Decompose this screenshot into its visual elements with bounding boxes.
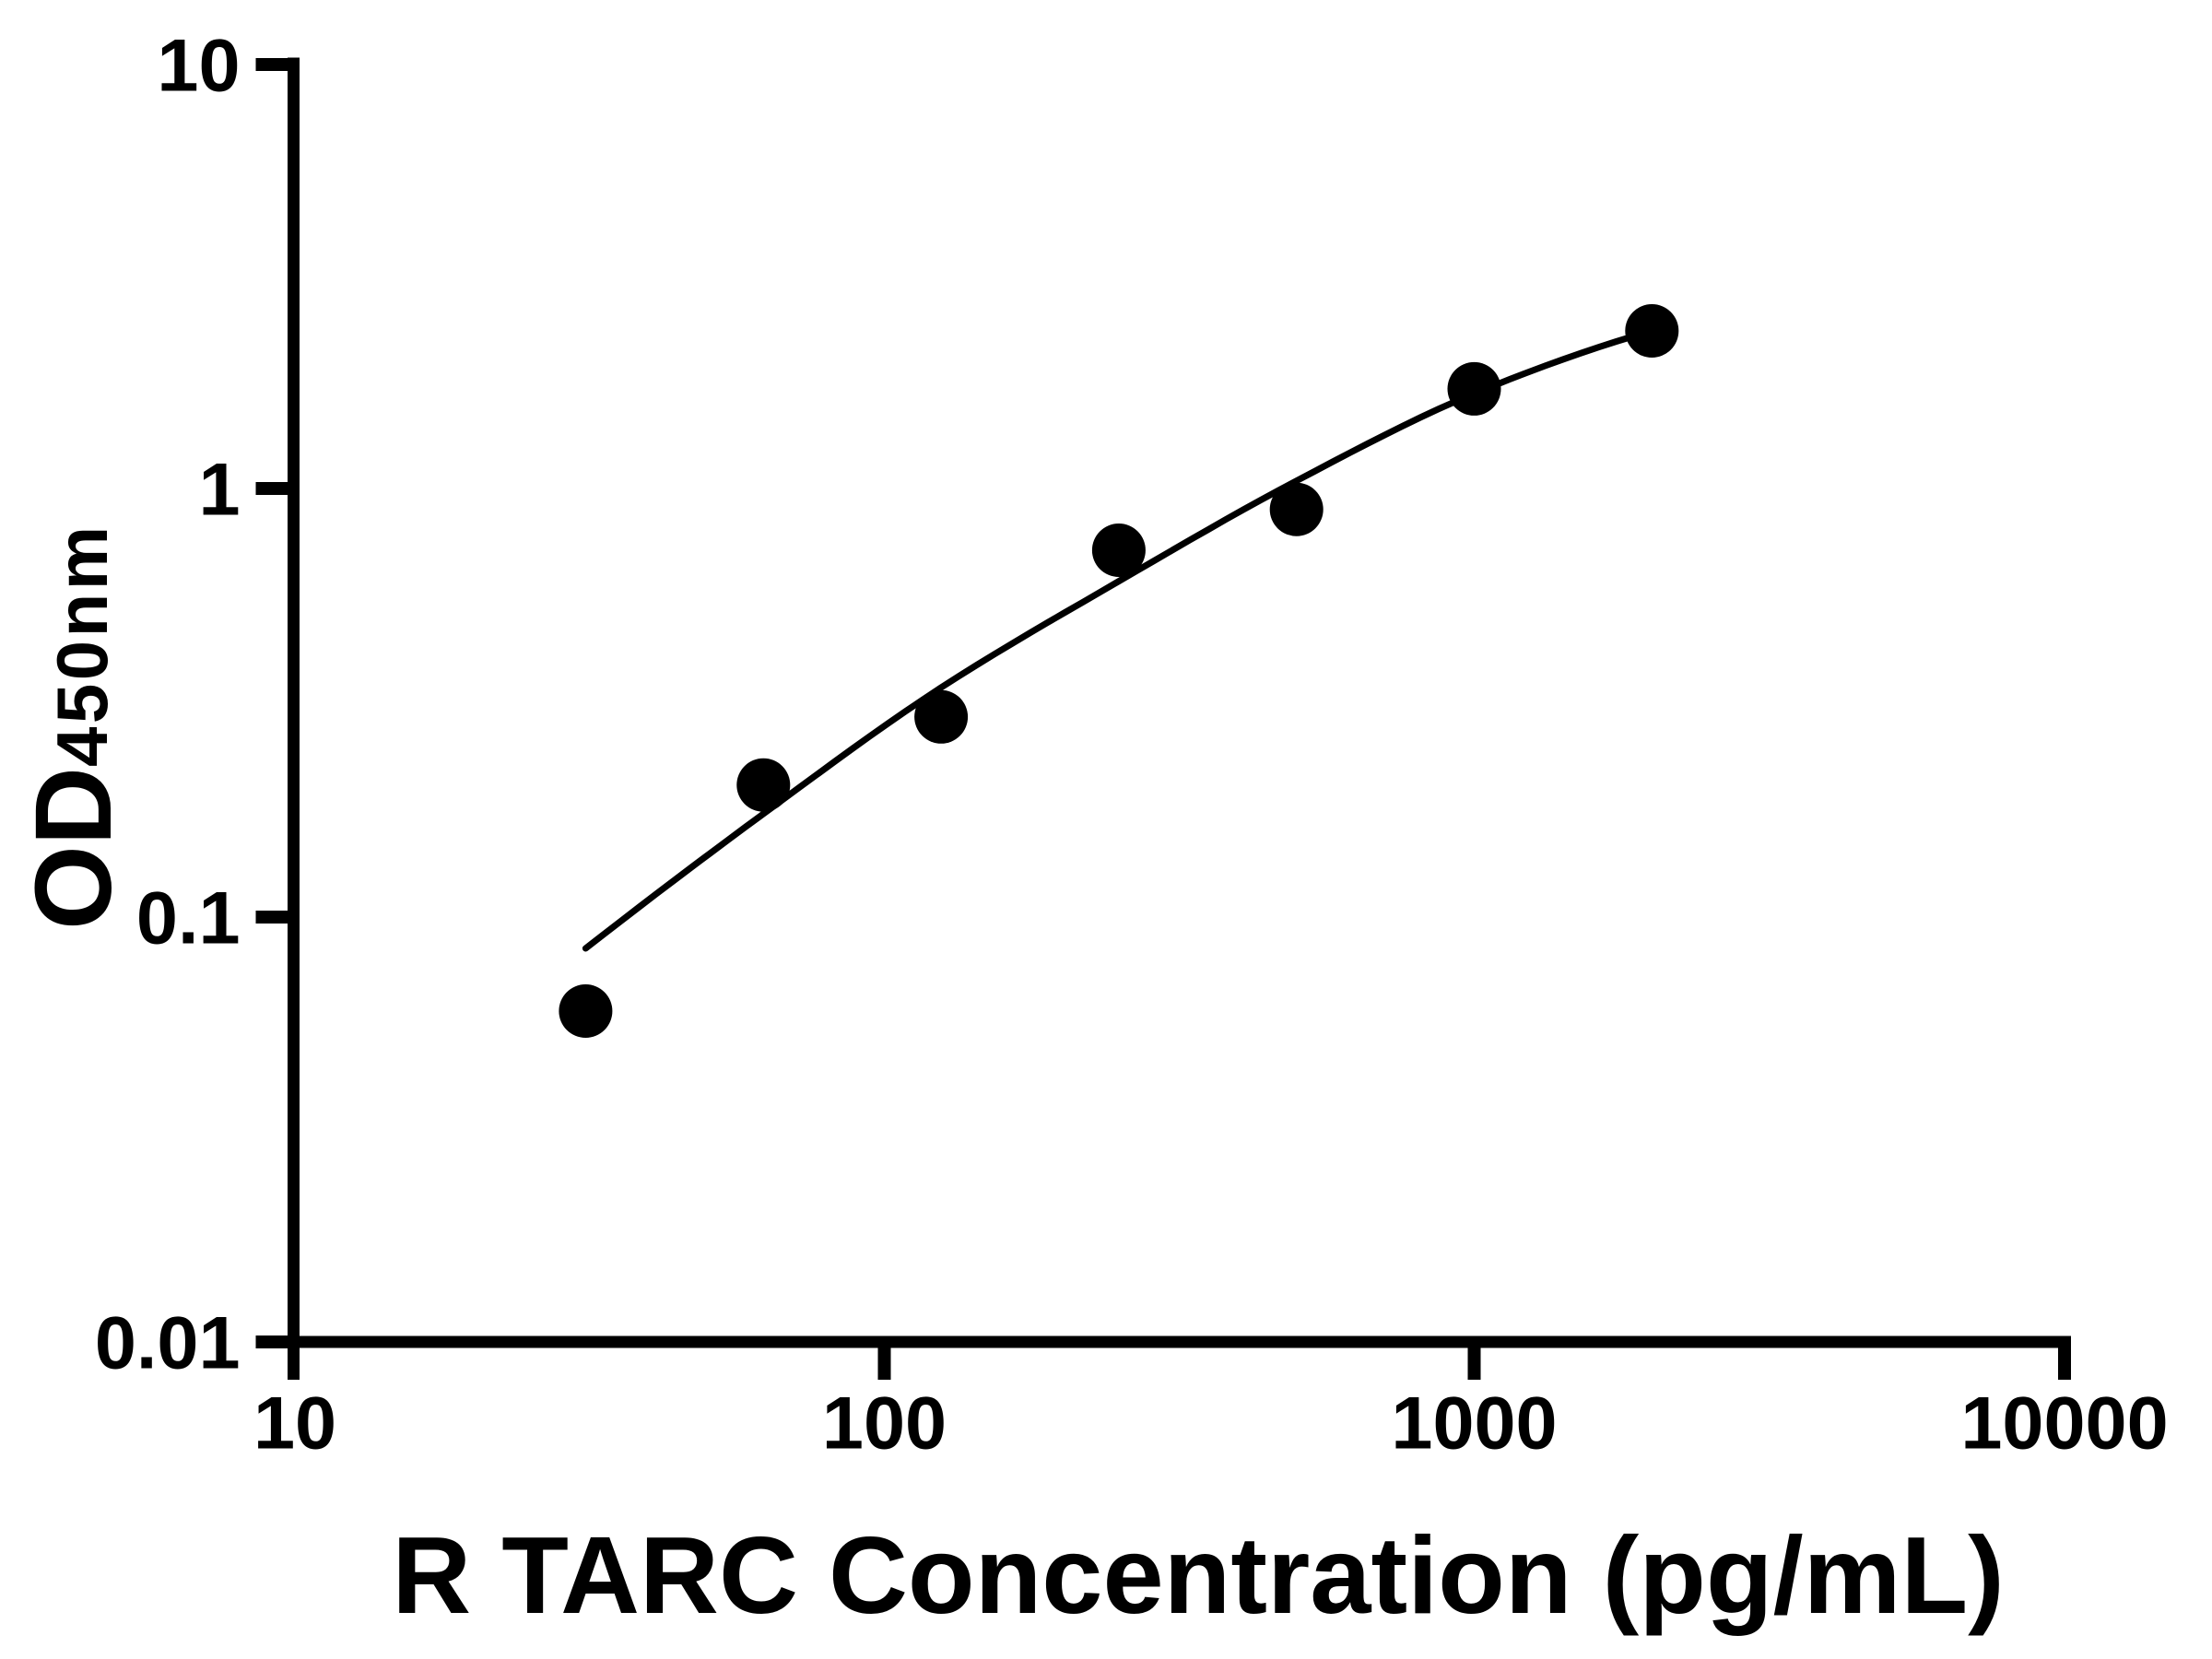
svg-text:1: 1 [198,449,240,532]
svg-text:10: 10 [157,25,240,108]
svg-text:0.01: 0.01 [95,1302,241,1385]
svg-text:R TARC Concentration (pg/mL): R TARC Concentration (pg/mL) [392,1514,2005,1637]
svg-text:1000: 1000 [1391,1382,1557,1465]
svg-text:10000: 10000 [1960,1382,2168,1465]
svg-text:10: 10 [253,1382,336,1465]
svg-text:100: 100 [822,1382,947,1465]
svg-text:0.1: 0.1 [136,877,241,960]
